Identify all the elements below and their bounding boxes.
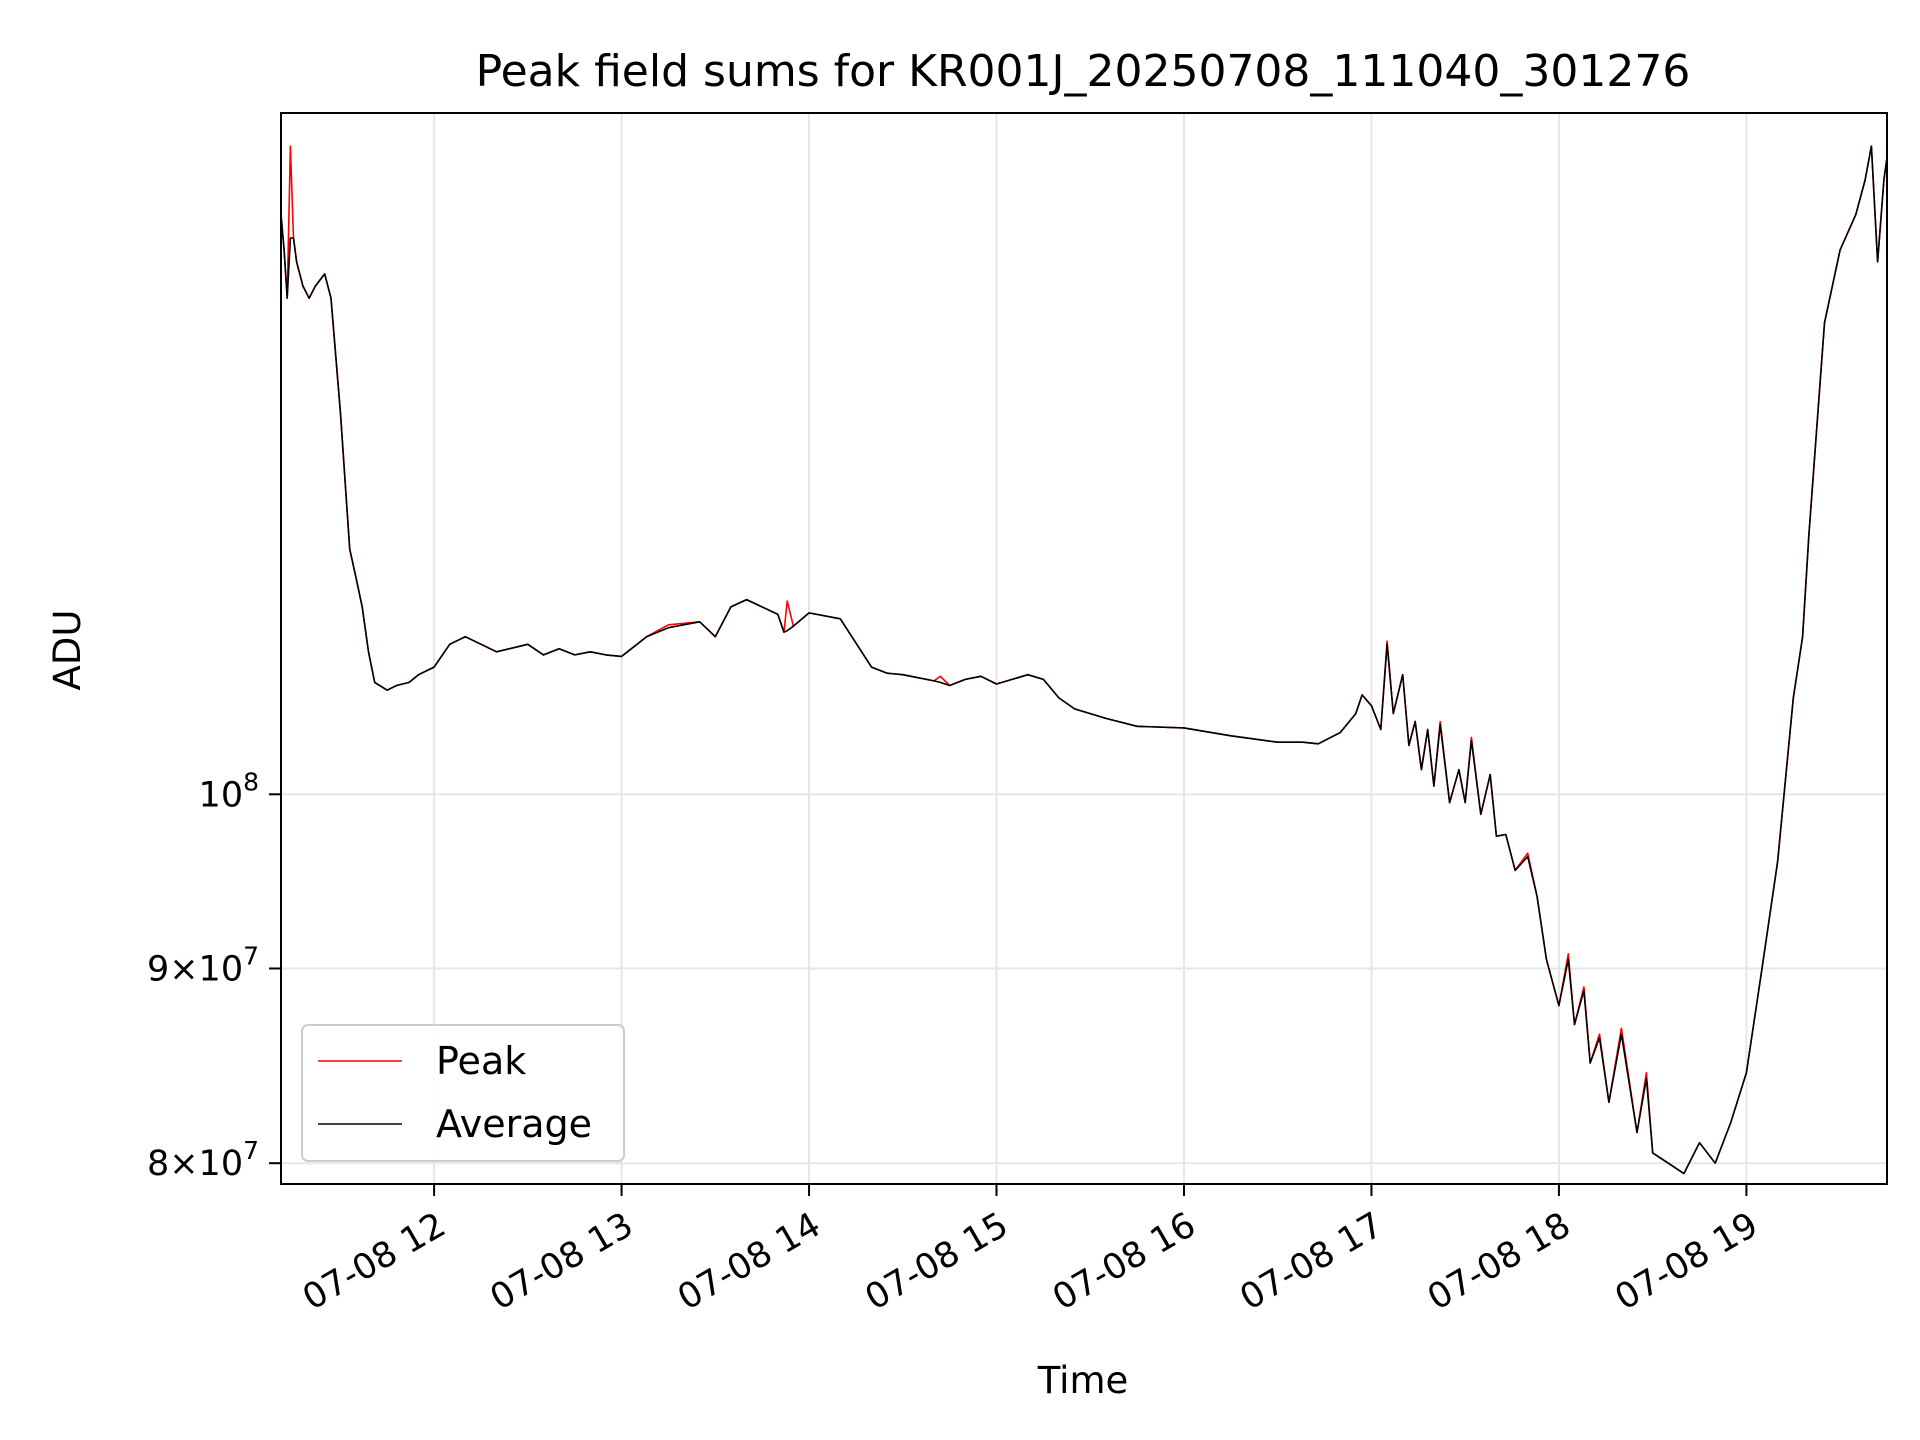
y-tick-label: 108 <box>199 767 259 815</box>
legend: Peak Average <box>301 1024 625 1162</box>
y-tick-label: 9×107 <box>147 941 259 989</box>
plot-area <box>280 145 1888 1175</box>
legend-label-peak: Peak <box>436 1039 526 1083</box>
y-axis-label: ADU <box>46 610 89 691</box>
grid-lines <box>281 113 1887 1184</box>
y-tick-label: 8×107 <box>147 1136 259 1184</box>
legend-box <box>301 1024 625 1162</box>
legend-label-average: Average <box>436 1102 592 1146</box>
x-axis-label: Time <box>1037 1359 1129 1402</box>
series-line-average <box>280 145 1888 1175</box>
plot-frame <box>280 112 1888 1185</box>
chart-title: Peak field sums for KR001J_20250708_1110… <box>476 46 1691 97</box>
y-axis: 8×107 9×107 108 <box>147 767 281 1184</box>
